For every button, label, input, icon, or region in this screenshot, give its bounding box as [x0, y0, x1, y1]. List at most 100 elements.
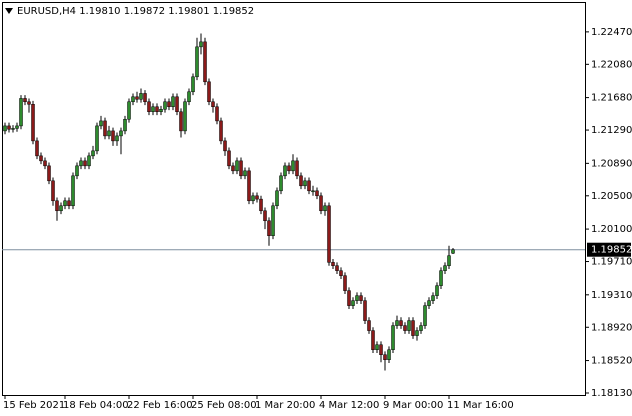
candle-body	[331, 262, 335, 266]
candle-body	[375, 344, 379, 350]
candle-body	[379, 344, 383, 355]
candle-body	[59, 205, 63, 212]
y-tick-label: 1.21290	[591, 125, 632, 136]
candle-body	[287, 165, 291, 172]
candle-body	[403, 325, 407, 331]
candle-body	[343, 275, 347, 291]
candle-body	[79, 160, 83, 167]
y-tick-label: 1.20100	[591, 224, 632, 235]
candle-body	[383, 354, 387, 360]
candle-body	[63, 200, 67, 207]
x-tick-label: 9 Mar 00:00	[383, 400, 443, 411]
candle-body	[179, 111, 183, 132]
candle-body	[263, 210, 267, 222]
candle-body	[167, 101, 171, 108]
candle-body	[327, 205, 331, 263]
candle-body	[355, 295, 359, 301]
x-tick-label: 4 Mar 12:00	[319, 400, 379, 411]
candle-body	[71, 175, 75, 207]
candle-body	[147, 101, 151, 113]
y-tick-label: 1.20890	[591, 158, 632, 169]
candle-body	[19, 98, 23, 127]
candle-body	[395, 320, 399, 326]
candle-body	[299, 175, 303, 187]
candle-body	[227, 150, 231, 167]
candle-body	[371, 330, 375, 350]
candle-body	[391, 325, 395, 350]
candle-body	[411, 320, 415, 336]
candle-body	[135, 96, 139, 100]
x-tick-label: 25 Feb 08:00	[191, 400, 257, 411]
candle-body	[55, 200, 59, 212]
candle-body	[75, 165, 79, 177]
candle-body	[27, 101, 31, 105]
candle-body	[303, 180, 307, 187]
candle-body	[107, 130, 111, 137]
y-tick-label: 1.21680	[591, 93, 632, 104]
candle-body	[51, 180, 55, 202]
candle-body	[47, 165, 51, 182]
candle-body	[43, 160, 47, 167]
candle-body	[439, 270, 443, 286]
candle-body	[239, 160, 243, 177]
candle-body	[203, 41, 207, 83]
menu-arrow[interactable]	[5, 8, 13, 14]
candle-body	[139, 93, 143, 100]
candle-body	[7, 125, 11, 130]
y-tick-label: 1.18520	[591, 356, 632, 367]
y-tick-label: 1.20500	[591, 191, 632, 202]
candle-body	[219, 120, 223, 142]
candle-body	[447, 255, 451, 266]
candle-body	[279, 175, 283, 192]
candle-body	[259, 198, 263, 212]
candle-body	[39, 155, 43, 162]
y-tick-label: 1.18130	[591, 388, 632, 399]
candle-body	[187, 91, 191, 103]
candle-body	[15, 125, 19, 129]
candle-body	[431, 295, 435, 301]
candle-body	[215, 106, 219, 122]
x-tick-label: 1 Mar 20:00	[255, 400, 315, 411]
candle-body	[399, 320, 403, 326]
candle-body	[339, 270, 343, 276]
candle-body	[111, 130, 115, 142]
x-tick-label: 11 Mar 16:00	[447, 400, 514, 411]
candle-body	[143, 93, 147, 103]
candle-body	[23, 98, 27, 103]
candle-body	[195, 46, 199, 78]
candle-body	[315, 190, 319, 197]
candle-body	[407, 320, 411, 331]
candle-body	[151, 106, 155, 113]
candle-body	[223, 140, 227, 152]
candle-body	[267, 220, 271, 236]
candle-body	[87, 155, 91, 167]
candle-body	[347, 290, 351, 306]
candle-body	[199, 41, 203, 48]
plot-frame	[2, 2, 586, 396]
candle-body	[335, 265, 339, 271]
candle-body	[115, 135, 119, 142]
y-tick-label: 1.19710	[591, 257, 632, 268]
price-tag	[587, 242, 631, 257]
candle-body	[67, 200, 71, 207]
candle-body	[387, 349, 391, 360]
y-tick-label: 1.22080	[591, 59, 632, 70]
candle-body	[159, 109, 163, 113]
candle-body	[283, 165, 287, 177]
candle-body	[443, 265, 447, 271]
candle-body	[367, 320, 371, 331]
candle-body	[363, 300, 367, 321]
candle-body	[95, 125, 99, 152]
candle-body	[451, 249, 455, 254]
candle-body	[91, 150, 95, 157]
candle-body	[99, 120, 103, 127]
candle-body	[435, 285, 439, 296]
candle-body	[163, 101, 167, 110]
candle-body	[255, 195, 259, 200]
candle-body	[131, 96, 135, 103]
candle-body	[271, 205, 275, 236]
candle-body	[319, 195, 323, 212]
candle-body	[307, 180, 311, 192]
candle-body	[251, 195, 255, 202]
candle-body	[295, 160, 299, 177]
